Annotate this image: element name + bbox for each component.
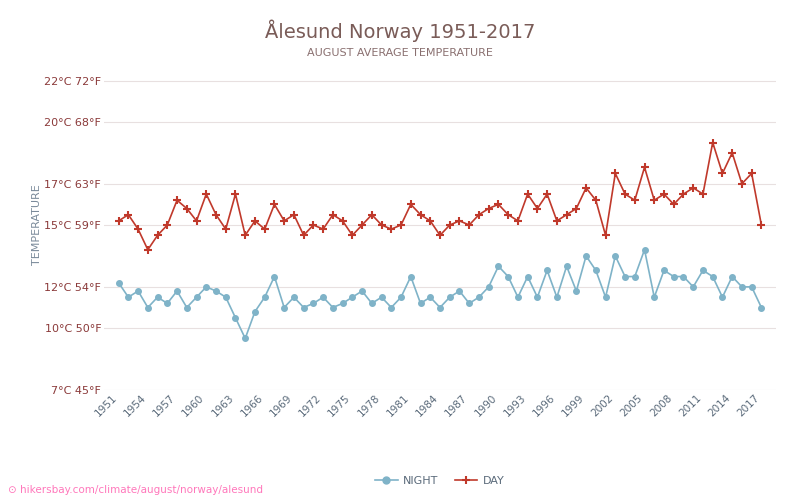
Text: ⊙ hikersbay.com/climate/august/norway/alesund: ⊙ hikersbay.com/climate/august/norway/al…	[8, 485, 263, 495]
Text: AUGUST AVERAGE TEMPERATURE: AUGUST AVERAGE TEMPERATURE	[307, 48, 493, 58]
Legend: NIGHT, DAY: NIGHT, DAY	[371, 471, 509, 490]
Y-axis label: TEMPERATURE: TEMPERATURE	[32, 184, 42, 266]
Text: Ålesund Norway 1951-2017: Ålesund Norway 1951-2017	[265, 20, 535, 42]
